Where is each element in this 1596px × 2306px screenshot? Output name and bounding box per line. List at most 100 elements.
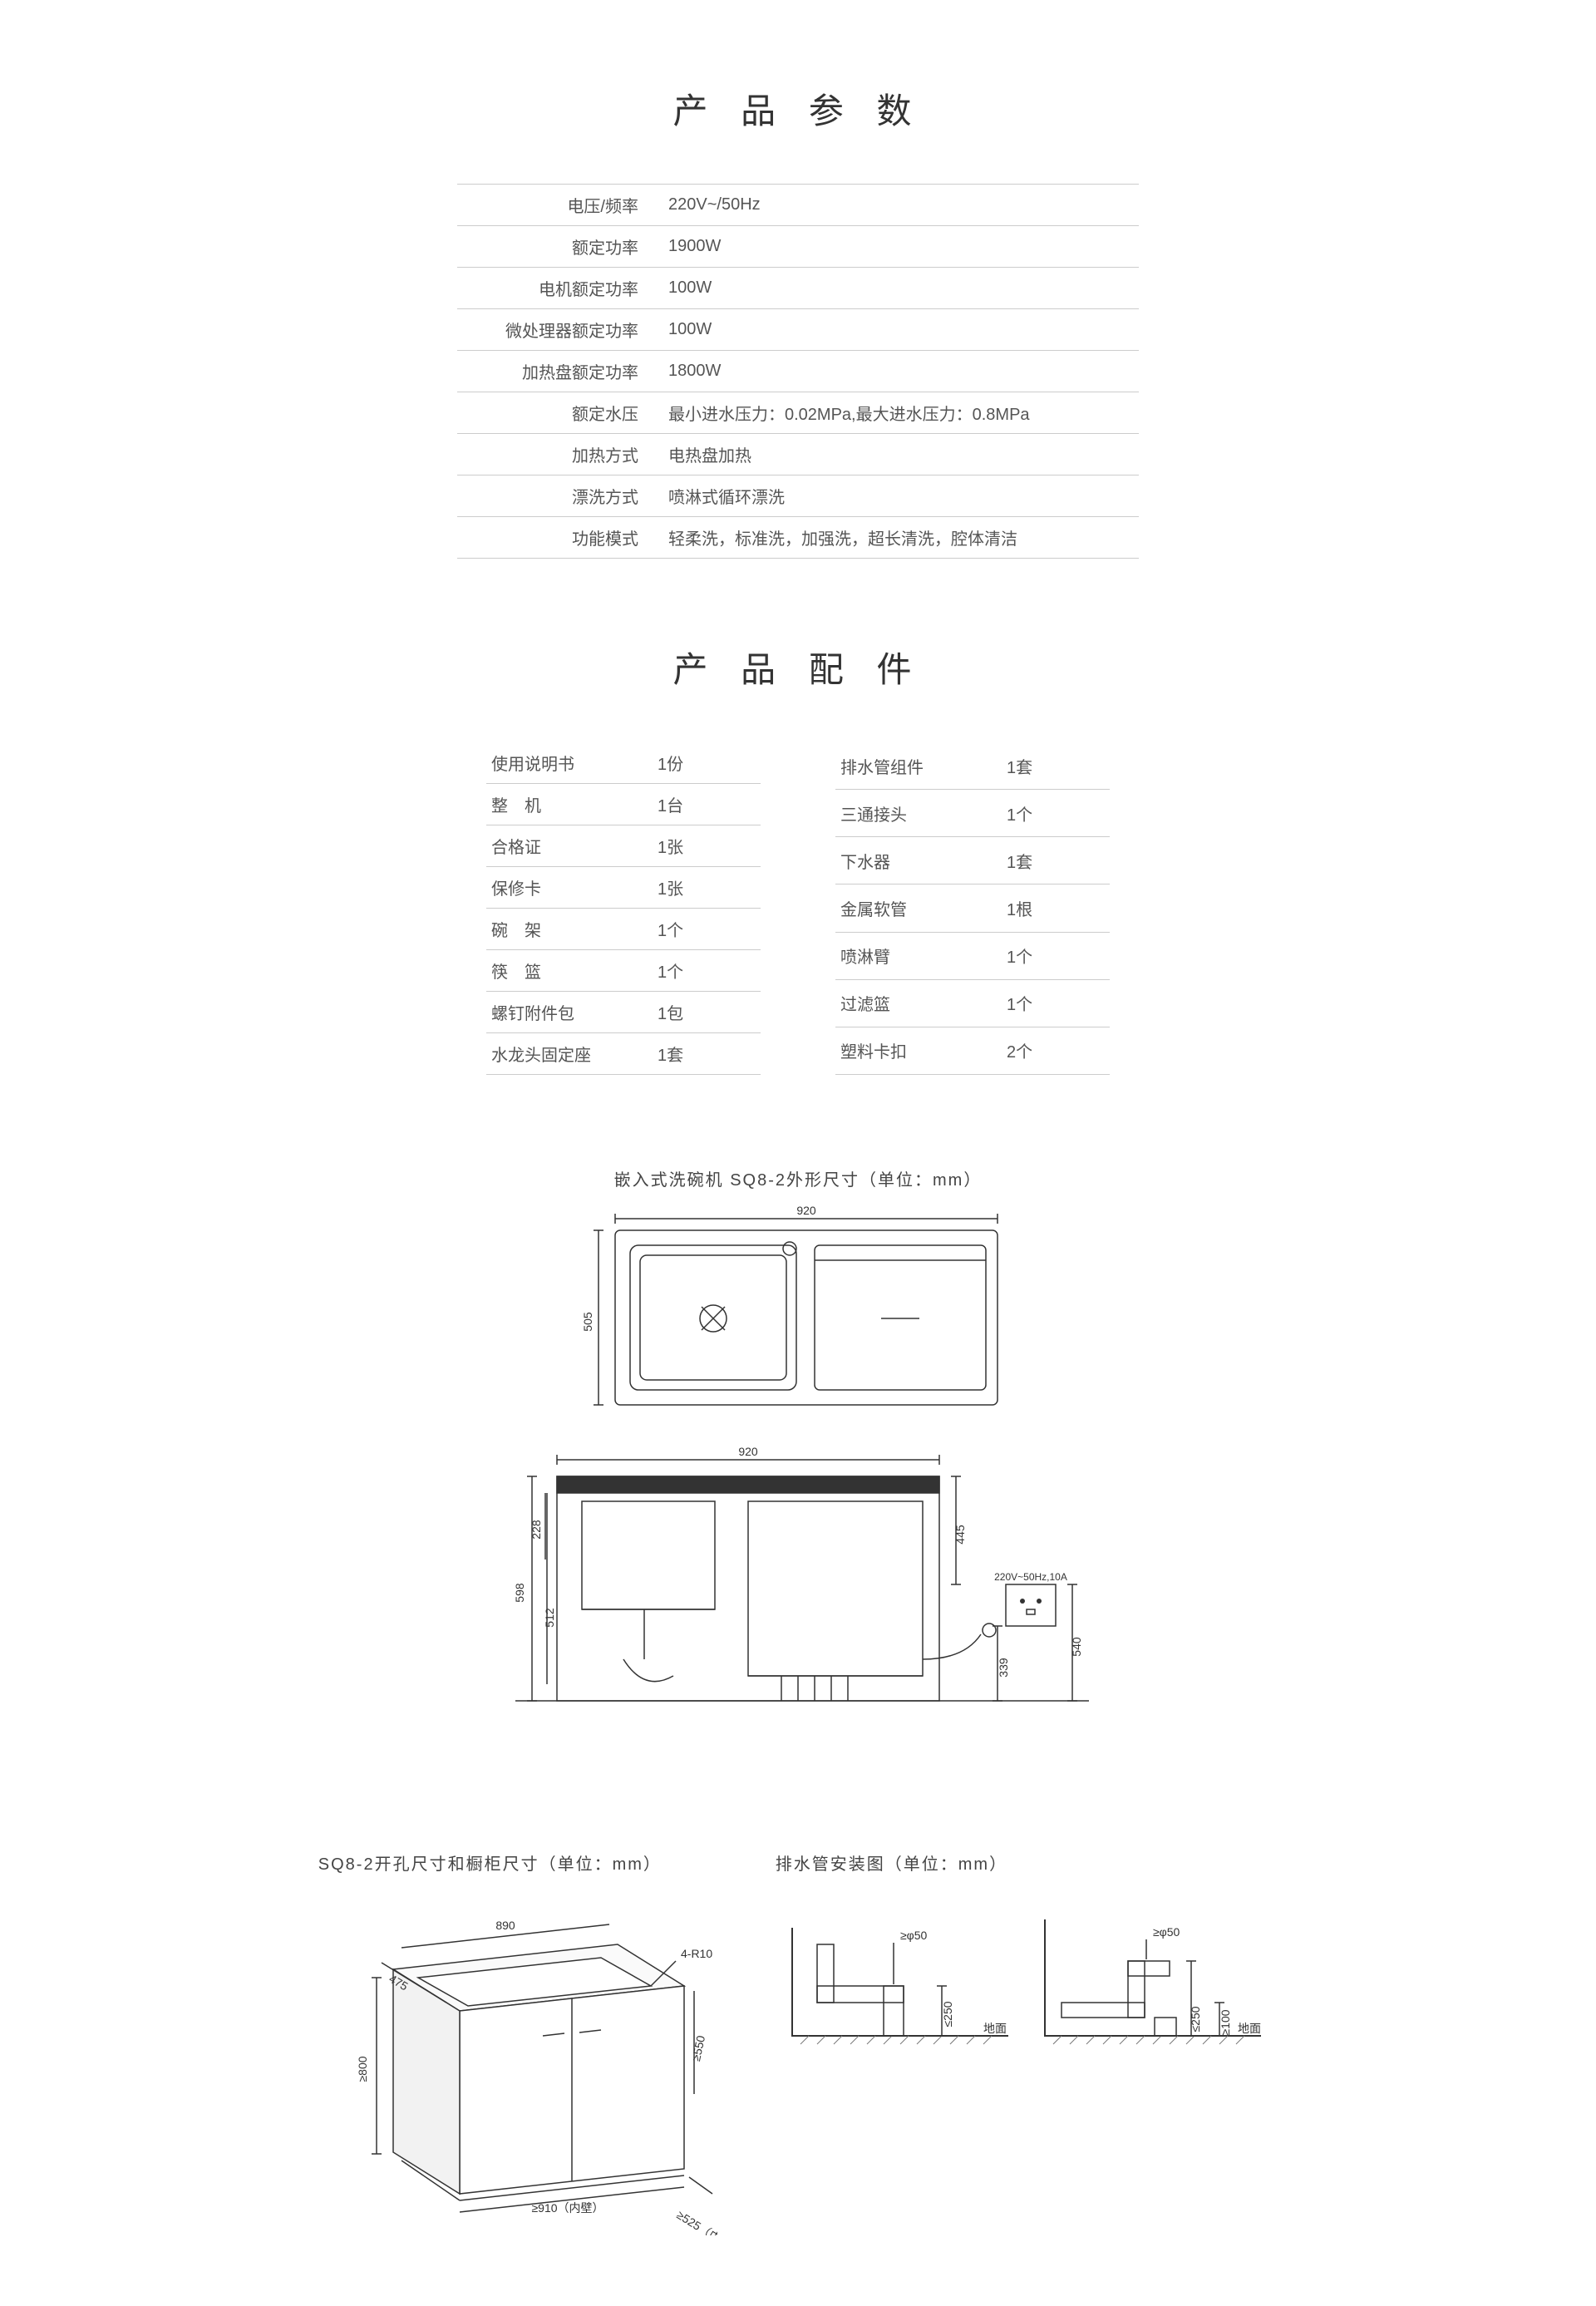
accessory-qty: 1根 [1002,884,1110,932]
accessories-table-left: 使用说明书1份整 机1台合格证1张保修卡1张碗 架1个筷 篮1个螺钉附件包1包水… [486,742,761,1075]
accessory-row: 筷 篮1个 [486,950,761,992]
accessory-qty: 1个 [1002,932,1110,979]
top-view-diagram: 920 505 [565,1202,1031,1418]
accessory-row: 使用说明书1份 [486,742,761,784]
accessory-row: 合格证1张 [486,825,761,867]
drain-caption: 排水管安装图（单位：mm） [776,1850,1278,1875]
spec-value: 220V~/50Hz [657,185,1139,226]
dim-540: 540 [1070,1637,1083,1657]
cabinet-caption: SQ8-2开孔尺寸和橱柜尺寸（单位：mm） [318,1850,717,1875]
accessory-row: 塑料卡扣2个 [835,1027,1110,1074]
accessory-row: 下水器1套 [835,837,1110,884]
dim-phi50-a: ≥φ50 [900,1929,928,1942]
accessory-qty: 1包 [653,992,761,1033]
spec-value: 1800W [657,351,1139,392]
spec-row: 电压/频率220V~/50Hz [457,185,1139,226]
accessory-name: 保修卡 [486,867,653,909]
spec-row: 加热方式电热盘加热 [457,434,1139,475]
spec-label: 额定水压 [457,392,657,434]
accessory-name: 三通接头 [835,790,1002,837]
accessory-name: 金属软管 [835,884,1002,932]
spec-value: 电热盘加热 [657,434,1139,475]
spec-row: 额定水压最小进水压力：0.02MPa,最大进水压力：0.8MPa [457,392,1139,434]
accessory-name: 合格证 [486,825,653,867]
accessory-qty: 1个 [653,950,761,992]
specs-table: 电压/频率220V~/50Hz额定功率1900W电机额定功率100W微处理器额定… [457,184,1139,559]
accessory-row: 排水管组件1套 [835,742,1110,790]
spec-value: 喷淋式循环漂洗 [657,475,1139,517]
accessory-name: 喷淋臂 [835,932,1002,979]
outline-diagram-block: 嵌入式洗碗机 SQ8-2外形尺寸（单位：mm） 920 [499,1166,1097,1759]
accessory-qty: 1张 [653,867,761,909]
accessory-qty: 1套 [1002,742,1110,790]
dim-525: ≥525（内壁） [674,2208,717,2235]
spec-label: 微处理器额定功率 [457,309,657,351]
accessory-qty: 2个 [1002,1027,1110,1074]
accessory-name: 螺钉附件包 [486,992,653,1033]
dim-800: ≥800 [356,2056,369,2082]
dim-550: ≥550 [689,2034,707,2062]
dim-phi50-b: ≥φ50 [1153,1925,1180,1939]
spec-label: 电压/频率 [457,185,657,226]
spec-row: 功能模式轻柔洗，标准洗，加强洗，超长清洗，腔体清洁 [457,517,1139,559]
spec-label: 电机额定功率 [457,268,657,309]
dim-920-front: 920 [738,1445,758,1458]
spec-label: 加热方式 [457,434,657,475]
accessories-title: 产 品 配 件 [672,642,923,692]
accessory-name: 筷 篮 [486,950,653,992]
spec-label: 加热盘额定功率 [457,351,657,392]
accessory-row: 螺钉附件包1包 [486,992,761,1033]
spec-label: 漂洗方式 [457,475,657,517]
ground-label-a: 地面 [983,2022,1007,2035]
ground-label-b: 地面 [1238,2022,1261,2035]
spec-row: 加热盘额定功率1800W [457,351,1139,392]
spec-row: 电机额定功率100W [457,268,1139,309]
drain-diagram-1: ≥φ50 ≤250 地面 [776,1911,1025,2069]
accessory-qty: 1台 [653,784,761,825]
front-view-diagram: 920 [499,1443,1097,1759]
dim-445: 445 [953,1525,967,1545]
specs-title: 产 品 参 数 [672,83,923,134]
dim-910: ≥910（内壁） [531,2201,603,2215]
accessory-qty: 1个 [1002,979,1110,1027]
dim-598: 598 [513,1583,526,1603]
cabinet-diagram: 890 475 4-R10 ≥550 ≥800 [318,1886,717,2235]
accessory-name: 水龙头固定座 [486,1033,653,1075]
dim-890: 890 [495,1919,515,1932]
accessory-qty: 1个 [1002,790,1110,837]
accessory-qty: 1个 [653,909,761,950]
accessory-row: 整 机1台 [486,784,761,825]
socket-label: 220V~50Hz,10A [994,1571,1067,1583]
accessory-row: 碗 架1个 [486,909,761,950]
drain-diagram-block: 排水管安装图（单位：mm） [776,1850,1278,2073]
dim-le250-b: ≤250 [1189,2006,1202,2032]
dim-228: 228 [530,1520,543,1540]
accessory-name: 排水管组件 [835,742,1002,790]
accessory-qty: 1张 [653,825,761,867]
accessory-qty: 1套 [1002,837,1110,884]
accessory-name: 过滤篮 [835,979,1002,1027]
spec-value: 轻柔洗，标准洗，加强洗，超长清洗，腔体清洁 [657,517,1139,559]
dim-512: 512 [543,1608,556,1628]
accessory-qty: 1套 [653,1033,761,1075]
accessory-qty: 1份 [653,742,761,784]
dim-le250-a: ≤250 [941,2001,954,2027]
accessories-wrap: 使用说明书1份整 机1台合格证1张保修卡1张碗 架1个筷 篮1个螺钉附件包1包水… [486,742,1110,1075]
spec-value: 最小进水压力：0.02MPa,最大进水压力：0.8MPa [657,392,1139,434]
dim-920-top: 920 [796,1204,816,1217]
spec-label: 额定功率 [457,226,657,268]
accessory-row: 喷淋臂1个 [835,932,1110,979]
accessories-table-right: 排水管组件1套三通接头1个下水器1套金属软管1根喷淋臂1个过滤篮1个塑料卡扣2个 [835,742,1110,1075]
spec-value: 100W [657,309,1139,351]
spec-value: 100W [657,268,1139,309]
drain-diagram-2: ≥φ50 ≤250 ≥100 地面 [1028,1903,1278,2069]
accessory-row: 金属软管1根 [835,884,1110,932]
dim-339: 339 [997,1658,1010,1678]
accessory-name: 下水器 [835,837,1002,884]
accessory-name: 整 机 [486,784,653,825]
cabinet-diagram-block: SQ8-2开孔尺寸和橱柜尺寸（单位：mm） [318,1850,717,2239]
outline-caption: 嵌入式洗碗机 SQ8-2外形尺寸（单位：mm） [614,1166,983,1190]
accessory-name: 碗 架 [486,909,653,950]
spec-label: 功能模式 [457,517,657,559]
dim-ge100: ≥100 [1219,2009,1232,2035]
